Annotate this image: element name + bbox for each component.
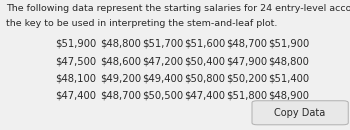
- Text: Copy Data: Copy Data: [274, 108, 326, 118]
- Text: $48,700: $48,700: [100, 90, 141, 100]
- Text: $50,400: $50,400: [184, 57, 225, 67]
- Text: $51,600: $51,600: [184, 39, 225, 49]
- Text: $48,100: $48,100: [55, 73, 96, 83]
- Text: $51,700: $51,700: [142, 39, 183, 49]
- FancyBboxPatch shape: [252, 101, 348, 125]
- Text: $51,900: $51,900: [55, 39, 96, 49]
- Text: $50,800: $50,800: [184, 73, 225, 83]
- Text: the key to be used in interpreting the stem-and-leaf plot.: the key to be used in interpreting the s…: [6, 19, 277, 28]
- Text: $51,400: $51,400: [268, 73, 309, 83]
- Text: $47,400: $47,400: [184, 90, 225, 100]
- Text: The following data represent the starting salaries for 24 entry-level accountant: The following data represent the startin…: [6, 4, 350, 13]
- Text: $50,200: $50,200: [226, 73, 267, 83]
- Text: $51,800: $51,800: [226, 90, 267, 100]
- Text: $48,900: $48,900: [268, 90, 309, 100]
- Text: $48,600: $48,600: [100, 57, 141, 67]
- Text: $48,800: $48,800: [268, 57, 309, 67]
- Text: $50,500: $50,500: [142, 90, 183, 100]
- Text: $47,200: $47,200: [142, 57, 183, 67]
- Text: $48,800: $48,800: [100, 39, 141, 49]
- Text: $48,700: $48,700: [226, 39, 267, 49]
- Text: $49,400: $49,400: [142, 73, 183, 83]
- Text: $51,900: $51,900: [268, 39, 309, 49]
- Text: $47,400: $47,400: [55, 90, 96, 100]
- Text: $47,900: $47,900: [226, 57, 267, 67]
- Text: $49,200: $49,200: [100, 73, 141, 83]
- Text: $47,500: $47,500: [55, 57, 96, 67]
